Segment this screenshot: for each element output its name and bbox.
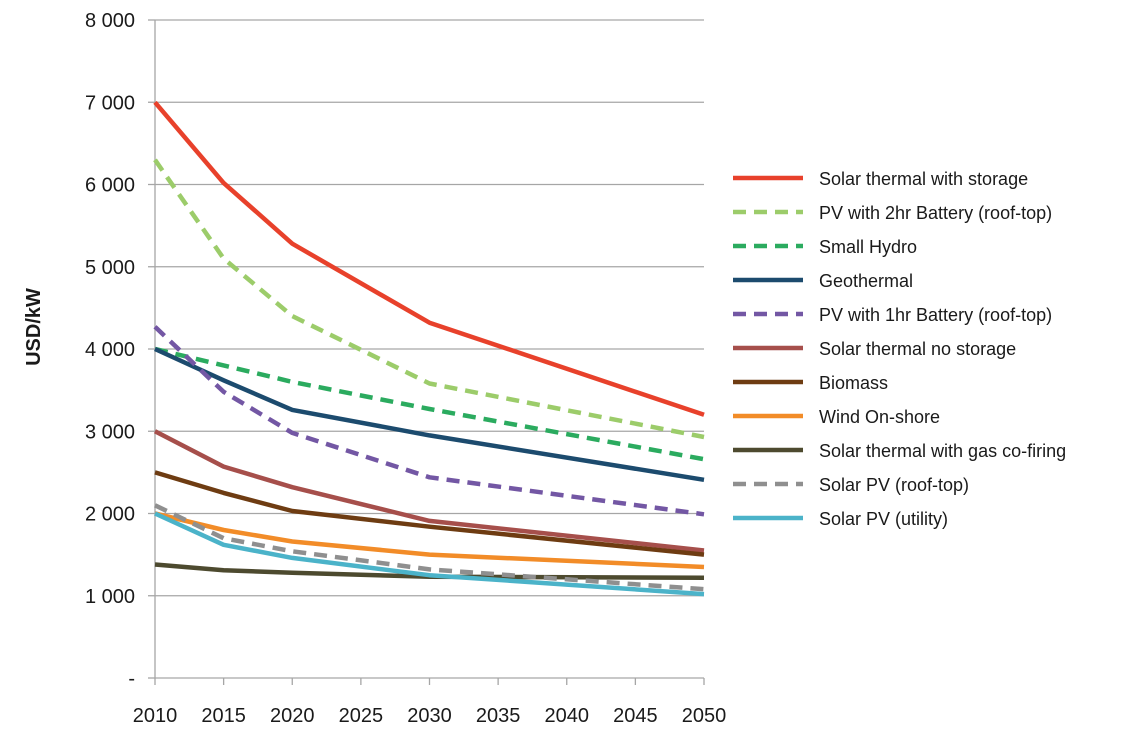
x-tick-label: 2010 xyxy=(133,705,178,727)
y-axis-title: USD/kW xyxy=(23,288,45,366)
series-line-2 xyxy=(153,158,705,440)
series-line-9 xyxy=(154,562,705,580)
y-tick-label: - xyxy=(128,668,135,690)
series-line-1 xyxy=(153,100,705,417)
x-tick-label: 2045 xyxy=(613,705,658,727)
legend-label: Solar thermal with gas co-firing xyxy=(819,441,1066,461)
series-line-5 xyxy=(153,325,705,517)
series-line-7 xyxy=(154,470,705,557)
series-line-11 xyxy=(154,511,705,597)
legend-label: Solar PV (roof-top) xyxy=(819,475,969,495)
series-line-10 xyxy=(154,503,705,592)
x-tick-label: 2035 xyxy=(476,705,521,727)
x-tick-label: 2020 xyxy=(270,705,315,727)
legend-label: Wind On-shore xyxy=(819,407,940,427)
series-lines xyxy=(153,100,705,597)
gridlines xyxy=(155,19,704,597)
legend-label: Solar thermal no storage xyxy=(819,339,1016,359)
series-line-4 xyxy=(154,346,705,483)
x-tick-label: 2025 xyxy=(339,705,384,727)
series-line-6 xyxy=(153,429,705,553)
x-tick-label: 2050 xyxy=(682,705,727,727)
x-tick-label: 2040 xyxy=(545,705,590,727)
y-tick-label: 3 000 xyxy=(85,421,135,443)
legend-label: Geothermal xyxy=(819,271,913,291)
y-tick-label: 7 000 xyxy=(85,92,135,114)
legend: Solar thermal with storage PV with 2hr Ba… xyxy=(733,169,1066,529)
x-tick-label: 2030 xyxy=(407,705,452,727)
y-tick-label: 8 000 xyxy=(85,10,135,32)
y-tick-label: 4 000 xyxy=(85,339,135,361)
legend-label: Solar thermal with storage xyxy=(819,169,1028,189)
legend-label: Biomass xyxy=(819,373,888,393)
series-line-3 xyxy=(154,346,705,462)
y-tick-label: 2 000 xyxy=(85,504,135,526)
legend-label: PV with 2hr Battery (roof-top) xyxy=(819,203,1052,223)
axes: - 1 000 2 000 3 000 4 000 5 000 6 000 7 000 8 00… xyxy=(85,10,726,727)
legend-label: Solar PV (utility) xyxy=(819,509,948,529)
y-tick-label: 1 000 xyxy=(85,586,135,608)
y-tick-label: 5 000 xyxy=(85,257,135,279)
legend-label: PV with 1hr Battery (roof-top) xyxy=(819,305,1052,325)
series-line-8 xyxy=(154,511,705,570)
x-tick-label: 2015 xyxy=(201,705,246,727)
y-tick-label: 6 000 xyxy=(85,175,135,197)
legend-label: Small Hydro xyxy=(819,237,917,257)
